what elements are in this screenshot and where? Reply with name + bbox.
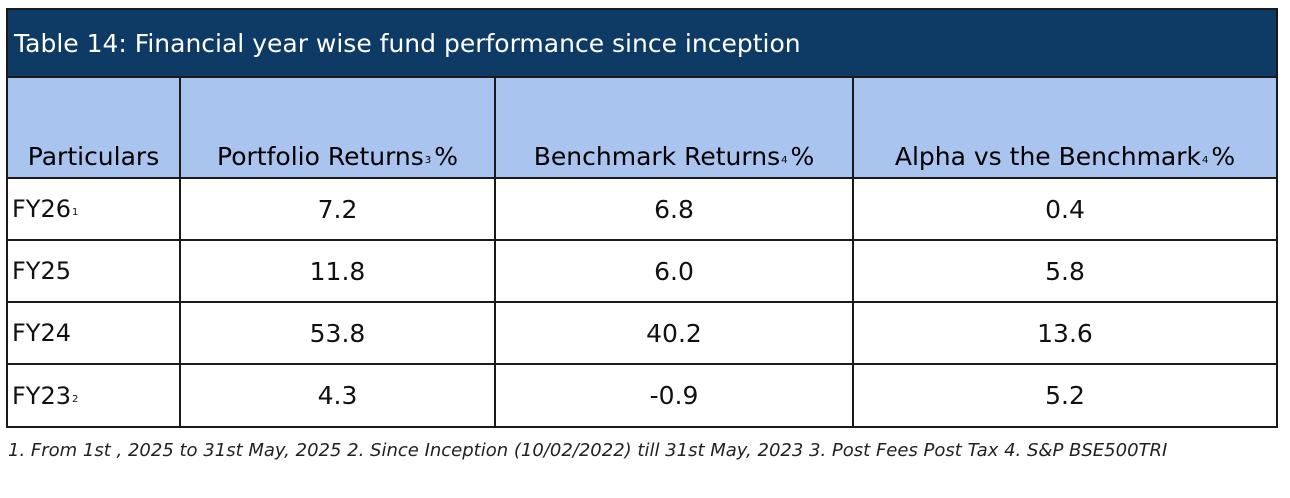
footnote-marker: 4 — [781, 155, 788, 166]
footnote-marker: 1 — [72, 207, 79, 218]
alpha-cell: 13.6 — [852, 301, 1276, 365]
benchmark-return-cell: 6.8 — [494, 177, 854, 241]
header-alpha: Alpha vs the Benchmark4% — [852, 78, 1276, 179]
row-label: FY261 — [8, 177, 181, 241]
alpha-cell: 5.8 — [852, 239, 1276, 303]
table-footnote: 1. From 1st , 2025 to 31st May, 2025 2. … — [8, 440, 1168, 461]
footnote-marker: 3 — [424, 155, 432, 166]
portfolio-return-cell: 7.2 — [179, 177, 496, 241]
alpha-cell: 5.2 — [852, 363, 1276, 426]
header-benchmark-returns: Benchmark Returns4% — [494, 78, 854, 179]
header-particulars: Particulars — [8, 78, 181, 179]
table-row: FY25 11.8 6.0 5.8 — [8, 239, 1276, 303]
header-row: Particulars Portfolio Returns3% Benchmar… — [8, 78, 1276, 179]
table-row: FY232 4.3 -0.9 5.2 — [8, 363, 1276, 426]
footnote-marker: 2 — [72, 393, 79, 405]
row-label: FY25 — [8, 239, 181, 303]
benchmark-return-cell: 40.2 — [494, 301, 854, 365]
row-label: FY232 — [8, 363, 181, 426]
benchmark-return-cell: -0.9 — [494, 363, 854, 426]
table-title: Table 14: Financial year wise fund perfo… — [8, 10, 1276, 78]
benchmark-return-cell: 6.0 — [494, 239, 854, 303]
footnote-marker: 4 — [1202, 155, 1209, 166]
performance-table: Particulars Portfolio Returns3% Benchmar… — [8, 78, 1276, 426]
header-portfolio-returns: Portfolio Returns3% — [179, 78, 496, 179]
portfolio-return-cell: 11.8 — [179, 239, 496, 303]
table-row: FY24 53.8 40.2 13.6 — [8, 301, 1276, 365]
table-row: FY261 7.2 6.8 0.4 — [8, 177, 1276, 241]
portfolio-return-cell: 53.8 — [179, 301, 496, 365]
portfolio-return-cell: 4.3 — [179, 363, 496, 426]
row-label: FY24 — [8, 301, 181, 365]
performance-table-frame: Table 14: Financial year wise fund perfo… — [6, 8, 1278, 428]
alpha-cell: 0.4 — [852, 177, 1276, 241]
